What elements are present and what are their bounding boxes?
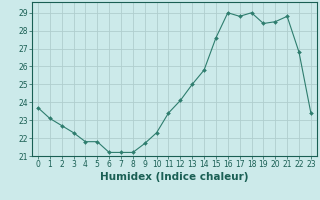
X-axis label: Humidex (Indice chaleur): Humidex (Indice chaleur) bbox=[100, 172, 249, 182]
